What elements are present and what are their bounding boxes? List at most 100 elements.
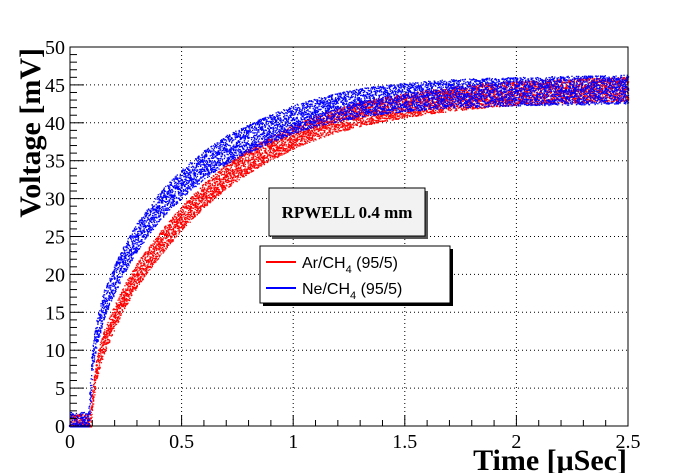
scatter-point bbox=[137, 267, 139, 269]
scatter-point bbox=[214, 190, 217, 192]
scatter-point bbox=[214, 192, 216, 194]
scatter-point bbox=[337, 115, 339, 117]
scatter-point bbox=[280, 134, 282, 136]
scatter-point bbox=[140, 262, 142, 264]
scatter-point bbox=[172, 233, 174, 235]
scatter-point bbox=[96, 371, 98, 373]
scatter-point bbox=[281, 141, 283, 143]
scatter-point bbox=[92, 390, 94, 393]
scatter-point bbox=[302, 124, 305, 127]
scatter-point bbox=[93, 389, 96, 391]
scatter-point bbox=[179, 216, 181, 219]
scatter-point bbox=[96, 368, 98, 371]
scatter-point bbox=[112, 312, 115, 314]
scatter-point bbox=[177, 225, 179, 227]
scatter-point bbox=[196, 203, 198, 205]
scatter-point bbox=[140, 268, 142, 270]
scatter-point bbox=[115, 319, 118, 321]
scatter-point bbox=[259, 152, 261, 154]
scatter-point bbox=[109, 318, 111, 321]
scatter-point bbox=[95, 379, 97, 381]
scatter-point bbox=[255, 167, 257, 169]
scatter-point bbox=[248, 164, 250, 167]
scatter-point bbox=[340, 130, 342, 132]
scatter-point bbox=[335, 125, 338, 127]
scatter-point bbox=[222, 179, 224, 181]
scatter-point bbox=[173, 220, 175, 222]
scatter-point bbox=[275, 144, 277, 146]
scatter-point bbox=[278, 144, 281, 146]
scatter-point bbox=[138, 260, 140, 262]
scatter-point bbox=[109, 327, 111, 329]
scatter-point bbox=[305, 130, 307, 133]
scatter-point bbox=[234, 175, 237, 177]
scatter-point bbox=[101, 342, 103, 345]
scatter-point bbox=[262, 144, 264, 146]
scatter-point bbox=[119, 314, 121, 316]
scatter-point bbox=[310, 131, 312, 133]
scatter-point bbox=[118, 297, 120, 299]
scatter-point bbox=[94, 391, 96, 393]
scatter-point bbox=[131, 278, 134, 280]
scatter-point bbox=[248, 158, 250, 160]
scatter-point bbox=[352, 116, 354, 118]
scatter-point bbox=[273, 154, 275, 156]
scatter-point bbox=[266, 161, 269, 164]
scatter-point bbox=[228, 169, 230, 171]
scatter-point bbox=[92, 405, 94, 407]
scatter-point bbox=[131, 280, 133, 282]
scatter-point bbox=[404, 113, 407, 115]
scatter-point bbox=[124, 285, 126, 287]
scatter-point bbox=[253, 159, 255, 161]
scatter-point bbox=[286, 147, 288, 149]
scatter-point bbox=[155, 256, 158, 258]
scatter-point bbox=[356, 114, 358, 116]
scatter-point bbox=[406, 116, 408, 119]
scatter-point bbox=[158, 241, 160, 243]
scatter-point bbox=[237, 166, 240, 169]
scatter-point bbox=[381, 117, 383, 119]
scatter-point bbox=[353, 107, 356, 109]
scatter-point bbox=[138, 274, 140, 276]
scatter-point bbox=[108, 327, 110, 329]
scatter-point bbox=[279, 144, 282, 146]
scatter-point bbox=[149, 258, 152, 260]
scatter-point bbox=[130, 292, 133, 294]
scatter-point bbox=[144, 254, 146, 256]
scatter-point bbox=[289, 149, 291, 151]
scatter-point bbox=[380, 120, 382, 122]
scatter-point bbox=[162, 232, 164, 234]
scatter-point bbox=[268, 153, 271, 155]
scatter-point bbox=[258, 158, 261, 160]
scatter-point bbox=[309, 130, 311, 132]
scatter-point bbox=[235, 172, 237, 174]
scatter-point bbox=[344, 129, 346, 131]
scatter-point bbox=[146, 271, 149, 274]
scatter-point bbox=[173, 234, 175, 237]
scatter-point bbox=[92, 392, 94, 394]
scatter-point bbox=[289, 132, 292, 134]
scatter-point bbox=[299, 143, 301, 145]
scatter-point bbox=[283, 150, 285, 152]
scatter-point bbox=[131, 286, 134, 288]
scatter-point bbox=[144, 269, 146, 272]
scatter-point bbox=[316, 123, 318, 125]
scatter-point bbox=[218, 177, 221, 179]
scatter-point bbox=[147, 262, 150, 264]
scatter-point bbox=[300, 139, 302, 142]
scatter-point bbox=[229, 177, 231, 180]
scatter-point bbox=[183, 206, 185, 208]
scatter-point bbox=[252, 148, 254, 150]
scatter-point bbox=[197, 192, 199, 194]
scatter-point bbox=[271, 141, 273, 144]
scatter-point bbox=[280, 139, 282, 141]
scatter-point bbox=[79, 419, 81, 421]
scatter-point bbox=[277, 140, 279, 142]
scatter-point bbox=[214, 177, 216, 179]
scatter-point bbox=[306, 136, 308, 139]
scatter-point bbox=[129, 287, 131, 289]
scatter-point bbox=[105, 342, 107, 344]
scatter-point bbox=[151, 256, 153, 258]
scatter-point bbox=[172, 240, 174, 242]
scatter-point bbox=[232, 174, 234, 176]
